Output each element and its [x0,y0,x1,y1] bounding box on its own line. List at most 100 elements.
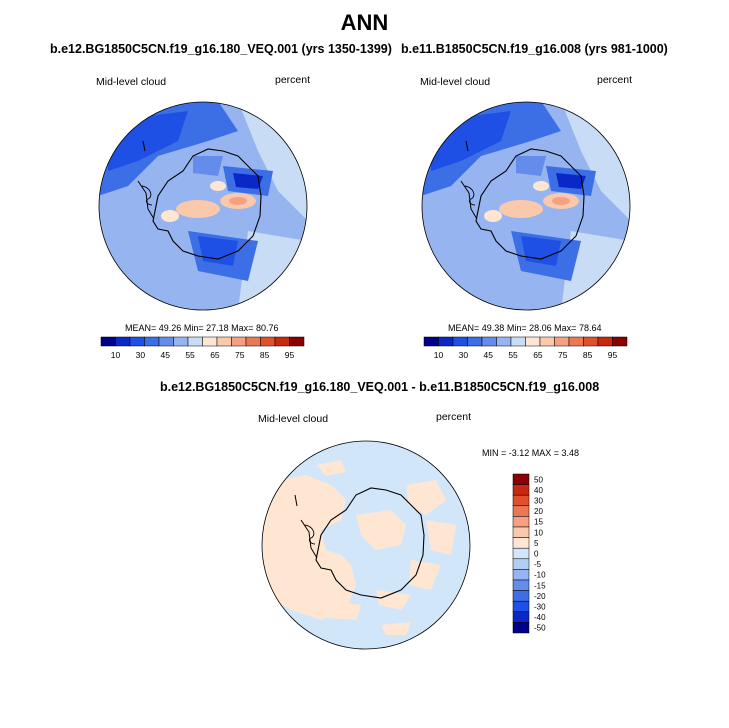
diff-map [261,440,471,650]
diff-colorbar-swatch [512,526,530,538]
panel-2-colorbar-swatch [539,336,555,347]
panel-2-colorbar-swatch [438,336,454,347]
main-title: ANN [340,10,389,35]
diff-colorbar-tick-label: 50 [534,475,543,484]
panel-1-units: percent [275,74,311,86]
panel-2-colorbar-swatch [525,336,541,347]
panel-1-colorbar-swatch [100,336,116,347]
diff-colorbar-tick-label: -40 [534,613,546,622]
panel-1-colorbar-swatch [144,336,160,347]
diff-colorbar-swatch [512,622,530,634]
diff-colorbar-tick-label: -20 [534,592,546,601]
panel-1-colorbar-tick-label: 55 [185,350,195,360]
panel-2-mean-label: MEAN= [448,323,480,333]
diff-units: percent [436,411,472,423]
panel-1-colorbar-swatch [173,336,189,347]
diff-colorbar-swatch [512,473,530,485]
diff-colorbar-tick-label: 0 [534,550,539,559]
panel-2-min-label: Min= [506,323,527,333]
diff-colorbar-swatch [512,547,530,560]
diff-colorbar-tick-label: 5 [534,539,539,548]
panel-2-mean: 49.38 [481,323,505,333]
diff-colorbar-tick-label: -30 [534,603,546,612]
diff-colorbar-swatch [512,579,530,591]
diff-variable: Mid-level cloud [258,413,329,425]
panel-2-max-label: Max= [554,323,577,333]
panel-2-colorbar-swatch [481,336,497,347]
panel-2-colorbar-swatch [554,336,570,347]
diff-colorbar-tick-label: 10 [534,528,543,537]
diff-colorbar-tick-label: -5 [534,560,542,569]
panel-1-colorbar-swatch [129,336,145,347]
panel-2-map [421,101,631,311]
panel-1-colorbar-tick-label: 10 [111,350,121,360]
diff-title: b.e12.BG1850C5CN.f19_g16.180_VEQ.001 - b… [160,380,600,394]
panel-2-colorbar: 10 30 45 55 65 75 85 95 [423,336,628,360]
panel-1-min: 27.18 [206,323,229,333]
panel-1-stats: MEAN= 49.26 Min= 27.18 Max= 80.76 [125,323,278,333]
panel-1-colorbar-swatch [231,336,247,347]
panel-2-colorbar-swatch [612,336,628,347]
panel-1-colorbar-swatch [158,336,174,347]
diff-colorbar-swatch [512,569,530,581]
panel-2-colorbar-tick-label: 75 [558,350,568,360]
diff-colorbar-swatch [512,600,530,613]
diff-colorbar-tick-label: -15 [534,581,546,590]
panel-1-variable: Mid-level cloud [96,76,167,88]
panel-2-colorbar-tick-label: 30 [459,350,469,360]
diff-colorbar-tick-label: 30 [534,497,543,506]
panel-1-colorbar-tick-label: 85 [260,350,270,360]
diff-colorbar-tick-label: -10 [534,571,546,580]
panel-1-colorbar-tick-label: 30 [136,350,146,360]
panel-1-colorbar-swatch [274,336,290,347]
panel-1-mean: 49.26 [158,323,182,333]
panel-1-colorbar-swatch [187,336,203,347]
panel-1-max: 80.76 [255,323,279,333]
diff-colorbar-swatch [512,505,530,517]
diff-colorbar-swatch [512,611,530,623]
panel-2-max: 78.64 [578,323,602,333]
diff-colorbar-tick-label: 15 [534,518,543,527]
panel-2-units: percent [597,74,633,86]
panel-2-colorbar-swatch [510,336,526,347]
panel-2-colorbar-swatch [423,336,439,347]
panel-2-colorbar-swatch [583,336,599,347]
panel-2-colorbar-swatch [452,336,468,347]
diff-colorbar-tick-label: 40 [534,486,543,495]
panel-2-variable: Mid-level cloud [420,76,491,88]
panel-2-colorbar-tick-label: 65 [533,350,543,360]
panel-1-max-label: Max= [231,323,254,333]
panel-2-stats: MEAN= 49.38 Min= 28.06 Max= 78.64 [448,323,601,333]
panel-2-colorbar-tick-label: 45 [483,350,493,360]
diff-colorbar-swatch [512,484,530,496]
panel-2-colorbar-swatch [597,336,613,347]
panel-1-mean-label: MEAN= [125,323,157,333]
panel-2-title: b.e11.B1850C5CN.f19_g16.008 (yrs 981-100… [401,42,668,56]
panel-1-colorbar-tick-label: 65 [210,350,220,360]
panel-1-colorbar-swatch [216,336,232,347]
panel-1-colorbar-tick-label: 95 [285,350,295,360]
panel-2-colorbar-swatch [496,336,512,347]
diff-colorbar-tick-label: 20 [534,507,543,516]
panel-1-min-label: Min= [183,323,204,333]
diff-colorbar-swatch [512,590,530,602]
panel-1-colorbar-swatch [202,336,218,347]
panel-2-colorbar-tick-label: 10 [434,350,444,360]
diff-colorbar-swatch [512,537,530,549]
panel-2-colorbar-swatch [568,336,584,347]
diff-colorbar-swatch [512,494,530,507]
panel-1-colorbar-swatch [289,336,305,347]
diff-colorbar-swatch [512,558,530,570]
diff-colorbar-tick-label: -50 [534,624,546,633]
diff-stats: MIN = -3.12 MAX = 3.48 [482,448,580,458]
panel-2-colorbar-tick-label: 95 [608,350,618,360]
panel-1-title: b.e12.BG1850C5CN.f19_g16.180_VEQ.001 (yr… [50,42,392,56]
panel-1-colorbar-swatch [245,336,261,347]
panel-2-colorbar-tick-label: 55 [508,350,518,360]
panel-1-colorbar-tick-label: 45 [160,350,170,360]
panel-1-map [98,101,308,311]
panel-1-colorbar-tick-label: 75 [235,350,245,360]
panel-2-colorbar-tick-label: 85 [583,350,593,360]
panel-2-min: 28.06 [529,323,552,333]
